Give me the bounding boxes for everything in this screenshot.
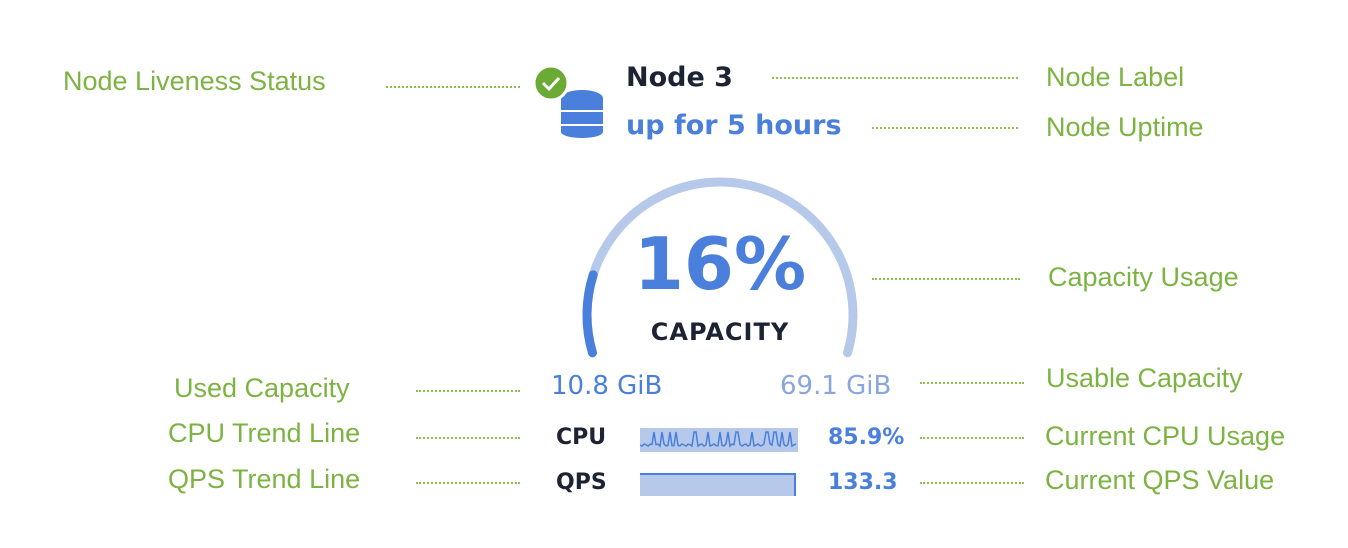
qps-trend-line bbox=[640, 473, 796, 496]
cpu-label: CPU bbox=[556, 425, 607, 450]
annotation-qps-current: Current QPS Value bbox=[1045, 465, 1275, 495]
leader-line bbox=[872, 127, 1018, 129]
capacity-caption: CAPACITY bbox=[650, 318, 790, 346]
cpu-value: 85.9% bbox=[828, 425, 905, 450]
annotation-usable: Usable Capacity bbox=[1046, 363, 1243, 393]
used-capacity: 10.8 GiB bbox=[551, 371, 663, 401]
leader-line bbox=[872, 278, 1020, 280]
annotation-cpu-trend: CPU Trend Line bbox=[168, 418, 361, 448]
node-uptime: up for 5 hours bbox=[626, 110, 842, 141]
database-icon bbox=[532, 64, 603, 138]
qps-label: QPS bbox=[556, 470, 607, 495]
leader-line bbox=[920, 437, 1024, 439]
leader-line bbox=[416, 482, 520, 484]
cpu-sparkline[interactable] bbox=[640, 428, 798, 452]
annotation-qps-trend: QPS Trend Line bbox=[168, 464, 361, 494]
leader-line bbox=[920, 382, 1024, 384]
leader-line bbox=[416, 390, 520, 392]
cpu-trend-line bbox=[640, 431, 797, 448]
annotation-uptime: Node Uptime bbox=[1046, 112, 1204, 142]
node-label[interactable]: Node 3 bbox=[626, 62, 733, 93]
annotation-label: Node Label bbox=[1046, 62, 1185, 92]
gauge-fill bbox=[582, 270, 598, 358]
capacity-gauge bbox=[582, 177, 858, 358]
liveness-check-icon bbox=[532, 64, 570, 102]
qps-value: 133.3 bbox=[828, 470, 898, 495]
leader-line bbox=[416, 437, 520, 439]
qps-sparkline[interactable] bbox=[640, 472, 798, 496]
leader-line bbox=[920, 482, 1024, 484]
annotation-liveness: Node Liveness Status bbox=[63, 66, 326, 96]
annotation-capacity: Capacity Usage bbox=[1048, 262, 1239, 292]
annotation-cpu-current: Current CPU Usage bbox=[1045, 421, 1286, 451]
capacity-percent: 16% bbox=[633, 222, 807, 306]
usable-capacity: 69.1 GiB bbox=[780, 371, 892, 401]
leader-line bbox=[772, 77, 1018, 79]
leader-line bbox=[386, 86, 520, 88]
annotation-used: Used Capacity bbox=[174, 373, 350, 403]
